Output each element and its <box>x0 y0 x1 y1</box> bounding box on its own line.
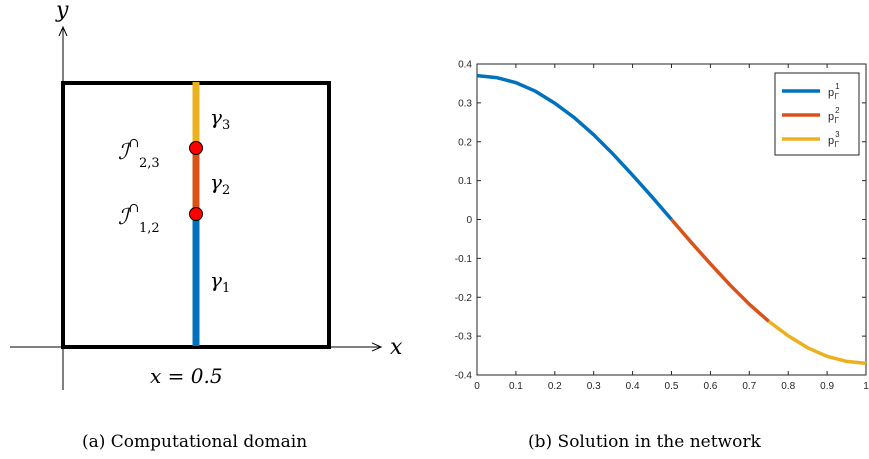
y-tick-label: -0.4 <box>455 371 473 382</box>
caption-b: (b) Solution in the network <box>528 432 761 452</box>
y-axis-label: y <box>55 0 69 23</box>
y-tick-label: 0.4 <box>458 60 472 71</box>
y-tick-label: 0.3 <box>458 98 472 109</box>
x-tick-label: 0.8 <box>781 381 795 392</box>
chart-legend: p1 Γ p2 Γ p3 Γ <box>774 72 860 156</box>
y-tick-label: -0.2 <box>455 293 473 304</box>
x-axis-label: x <box>390 335 403 360</box>
x-tick-label: 0.7 <box>742 381 756 392</box>
x-tick-label: 0.9 <box>820 381 834 392</box>
label-intersection-2-3: ℐ∩2,3 <box>118 136 160 171</box>
x-tick-label: 1 <box>863 381 869 392</box>
y-tick-label: 0 <box>466 215 472 226</box>
x-tick-label: 0.6 <box>703 381 717 392</box>
legend-entry-2: p2 Γ <box>828 106 840 125</box>
label-intersection-1-2: ℐ∩1,2 <box>118 201 160 236</box>
panel-b-solution-chart: 0 0.1 0.2 0.3 0.4 0.5 0.6 0.7 0.8 0.9 1 -0.4 -0.3 -0.… <box>455 60 869 453</box>
legend-entry-1: p1 Γ <box>828 82 840 101</box>
y-tick-label: 0.1 <box>458 176 472 187</box>
series-line-2 <box>670 218 770 323</box>
x-tick-label: 0.1 <box>509 381 523 392</box>
x-tick-label: 0.2 <box>548 381 562 392</box>
x-tick-label: 0 <box>474 381 480 392</box>
x-tick-label: 0.3 <box>587 381 601 392</box>
caption-a: (a) Computational domain <box>82 432 307 452</box>
label-gamma-3: γ3 <box>210 105 230 133</box>
y-tick-label: 0.2 <box>458 137 472 148</box>
intersection-point-1-2 <box>189 207 203 221</box>
label-gamma-1: γ1 <box>210 268 230 296</box>
legend-entry-3: p3 Γ <box>828 130 840 149</box>
x-tick-label: 0.4 <box>626 381 640 392</box>
panel-a-computational-domain: x y γ3 γ2 γ1 ℐ∩2,3 ℐ∩1,2 x = 0.5 (a) Com… <box>10 0 403 452</box>
label-gamma-2: γ2 <box>210 170 230 198</box>
series-line-3 <box>767 319 867 366</box>
line-position-label: x = 0.5 <box>150 364 223 388</box>
intersection-point-2-3 <box>189 141 203 155</box>
series-line-1 <box>476 73 673 221</box>
y-tick-label: -0.3 <box>455 332 473 343</box>
y-tick-label: -0.1 <box>455 254 473 265</box>
x-tick-label: 0.5 <box>665 381 679 392</box>
